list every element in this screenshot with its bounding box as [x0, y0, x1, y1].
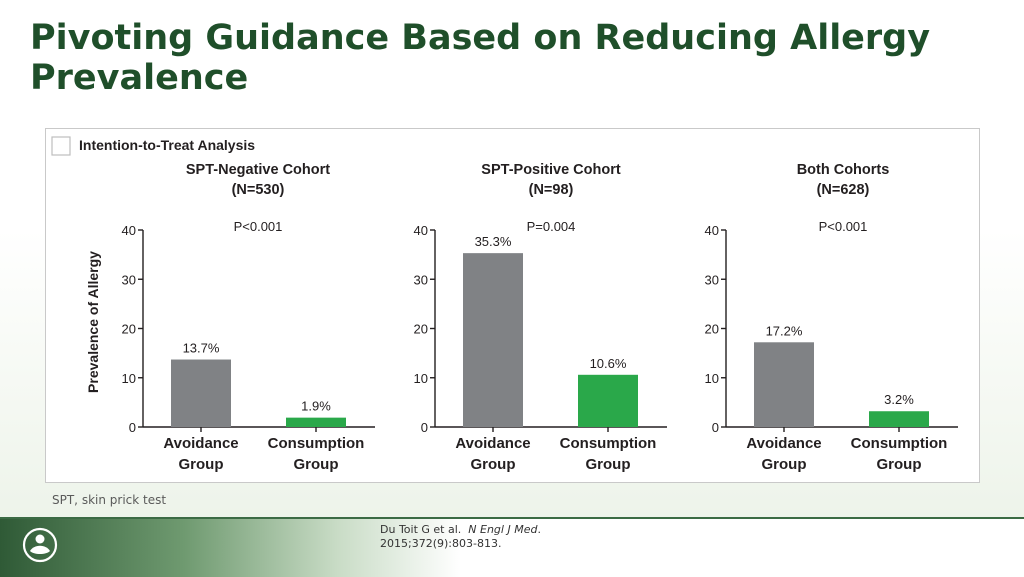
chart-n-label: (N=628)	[817, 182, 870, 198]
citation-authors: Du Toit G et al.	[380, 523, 462, 536]
y-tick-label: 20	[705, 322, 719, 337]
y-tick-label: 10	[122, 371, 136, 386]
y-tick-label: 30	[414, 272, 428, 287]
avoidance-bar	[171, 359, 231, 427]
x-category-label: Group	[877, 456, 922, 473]
footnote: SPT, skin prick test	[52, 493, 167, 507]
chart-title: SPT-Positive Cohort	[481, 162, 621, 178]
consumption-bar	[286, 417, 346, 427]
circular-brand-logo-icon	[22, 527, 58, 563]
bar-value-label: 13.7%	[183, 341, 220, 356]
bar-value-label: 17.2%	[766, 323, 803, 338]
allergy-prevalence-chart: Intention-to-Treat Analysis Prevalence of…	[51, 136, 958, 473]
x-category-label: Group	[294, 456, 339, 473]
y-tick-label: 30	[122, 272, 136, 287]
x-category-label: Avoidance	[746, 435, 821, 452]
citation-details: . 2015;372(9):803-813.	[380, 523, 541, 550]
bar-value-label: 35.3%	[475, 234, 512, 249]
y-tick-label: 0	[129, 420, 136, 435]
chart-title: Both Cohorts	[797, 162, 890, 178]
x-category-label: Group	[762, 456, 807, 473]
x-category-label: Consumption	[560, 435, 657, 452]
bar-value-label: 10.6%	[590, 356, 627, 371]
x-category-label: Group	[179, 456, 224, 473]
chart-n-label: (N=530)	[232, 182, 285, 198]
y-tick-label: 30	[705, 272, 719, 287]
x-category-label: Group	[586, 456, 631, 473]
y-tick-label: 20	[122, 322, 136, 337]
y-tick-label: 40	[122, 223, 136, 238]
y-tick-label: 40	[414, 223, 428, 238]
bar-value-label: 1.9%	[301, 399, 331, 414]
chart-n-label: (N=98)	[529, 182, 574, 198]
p-value-label: P=0.004	[527, 219, 576, 234]
avoidance-bar	[463, 253, 523, 427]
citation: Du Toit G et al. N Engl J Med. 2015;372(…	[380, 523, 640, 551]
y-tick-label: 40	[705, 223, 719, 238]
y-tick-label: 20	[414, 322, 428, 337]
x-category-label: Consumption	[851, 435, 948, 452]
x-category-label: Avoidance	[455, 435, 530, 452]
y-tick-label: 0	[712, 420, 719, 435]
p-value-label: P<0.001	[234, 219, 283, 234]
x-category-label: Group	[471, 456, 516, 473]
x-category-label: Consumption	[268, 435, 365, 452]
consumption-bar	[869, 411, 929, 427]
citation-journal: N Engl J Med	[468, 523, 538, 536]
y-tick-label: 0	[421, 420, 428, 435]
footer-band	[0, 517, 1024, 577]
slide-title: Pivoting Guidance Based on Reducing Alle…	[30, 18, 931, 98]
p-value-label: P<0.001	[819, 219, 868, 234]
y-axis-label: Prevalence of Allergy	[85, 251, 101, 393]
x-category-label: Avoidance	[163, 435, 238, 452]
heading-checkbox-icon	[51, 136, 71, 156]
avoidance-bar	[754, 342, 814, 427]
bar-value-label: 3.2%	[884, 392, 914, 407]
y-tick-label: 10	[414, 371, 428, 386]
chart-title: SPT-Negative Cohort	[186, 162, 330, 178]
consumption-bar	[578, 374, 638, 427]
y-tick-label: 10	[705, 371, 719, 386]
chart-heading: Intention-to-Treat Analysis	[79, 137, 255, 153]
figure-panel: Intention-to-Treat Analysis Prevalence of…	[45, 128, 980, 483]
